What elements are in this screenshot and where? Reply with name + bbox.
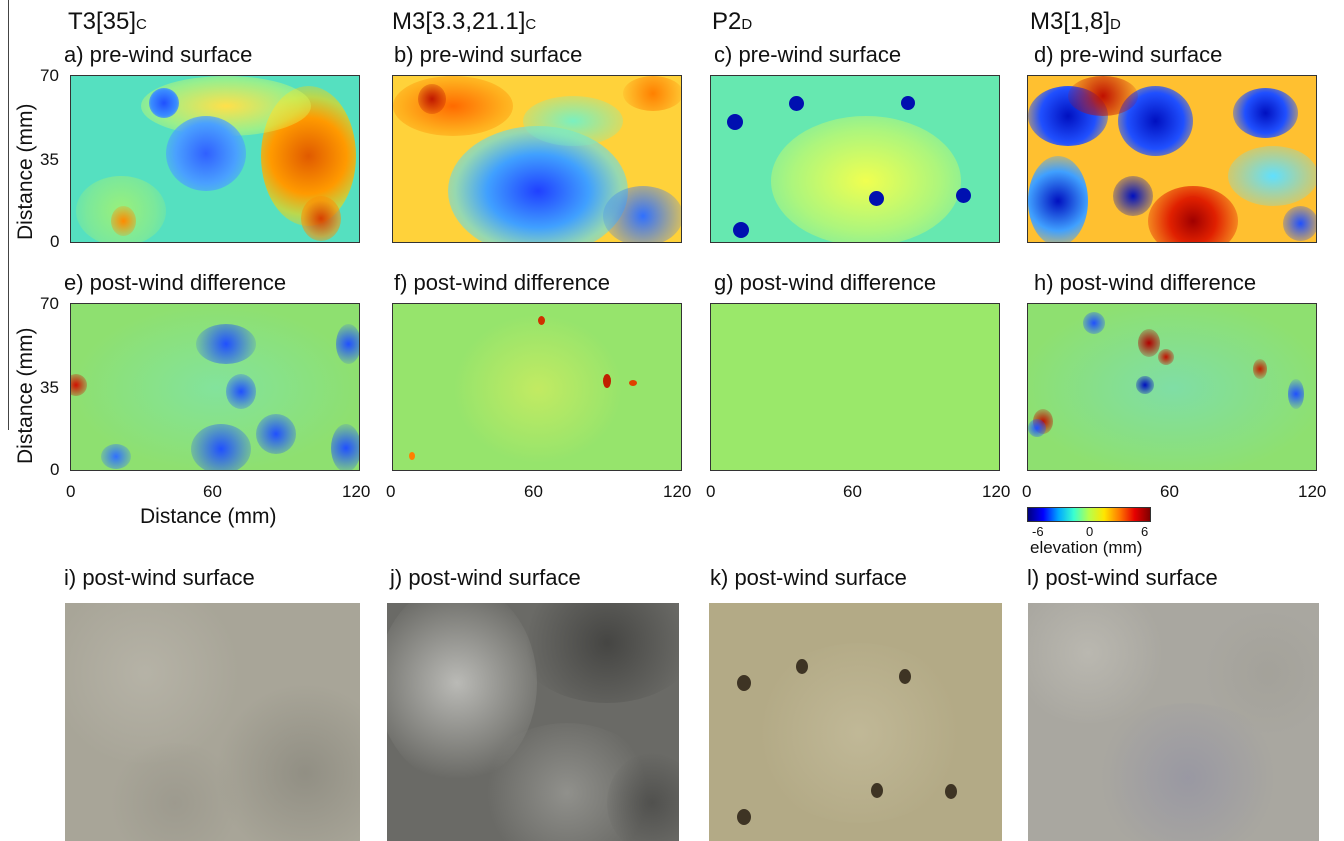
xtick-3-120: 120 — [982, 482, 1011, 501]
ytick-top-0: 0 — [50, 232, 60, 251]
map-e-post-wind-difference — [70, 303, 360, 471]
map-a-pre-wind — [70, 75, 360, 243]
panel-title-c: c) pre-wind surface — [714, 42, 902, 67]
map-b-pre-wind — [392, 75, 682, 243]
photo-k-post-wind-surface — [709, 603, 1002, 841]
column-title-4: M3[1,8]D — [1030, 8, 1121, 35]
photo-j-post-wind-surface — [387, 603, 679, 841]
panel-title-l: l) post-wind surface — [1027, 565, 1218, 590]
ytick-bottom-0: 0 — [50, 460, 60, 479]
xtick-1-0: 0 — [66, 482, 76, 501]
panel-title-a: a) pre-wind surface — [64, 42, 253, 67]
xtick-4-120: 120 — [1298, 482, 1327, 501]
photo-i-post-wind-surface — [65, 603, 360, 841]
colorbar-tick-mid: 0 — [1086, 524, 1094, 539]
ytick-bottom-70: 70 — [40, 294, 59, 313]
panel-title-g: g) post-wind difference — [714, 270, 937, 295]
column-title-3: P2D — [712, 8, 753, 35]
map-h-post-wind-difference — [1027, 303, 1317, 471]
xtick-2-60: 60 — [524, 482, 543, 501]
left-divider — [8, 0, 9, 430]
xtick-1-60: 60 — [203, 482, 222, 501]
map-d-pre-wind — [1027, 75, 1317, 243]
elevation-colorbar — [1027, 507, 1151, 522]
xtick-2-0: 0 — [386, 482, 396, 501]
panel-title-b: b) pre-wind surface — [394, 42, 583, 67]
ytick-top-35: 35 — [40, 150, 59, 169]
xtick-3-60: 60 — [843, 482, 862, 501]
xtick-4-60: 60 — [1160, 482, 1179, 501]
ytick-top-70: 70 — [40, 66, 59, 85]
ytick-bottom-35: 35 — [40, 378, 59, 397]
xtick-1-120: 120 — [342, 482, 371, 501]
panel-title-f: f) post-wind difference — [394, 270, 611, 295]
panel-title-k: k) post-wind surface — [710, 565, 907, 590]
column-title-1: T3[35]C — [68, 8, 147, 35]
xtick-2-120: 120 — [663, 482, 692, 501]
panel-title-j: j) post-wind surface — [390, 565, 581, 590]
colorbar-tick-min: -6 — [1032, 524, 1044, 539]
photo-l-post-wind-surface — [1028, 603, 1319, 841]
y-axis-label-top: Distance (mm) — [14, 103, 37, 240]
map-f-post-wind-difference — [392, 303, 682, 471]
colorbar-tick-max: 6 — [1141, 524, 1149, 539]
panel-title-i: i) post-wind surface — [64, 565, 255, 590]
xtick-3-0: 0 — [706, 482, 716, 501]
column-title-2: M3[3.3,21.1]C — [392, 8, 537, 35]
map-c-pre-wind — [710, 75, 1000, 243]
xtick-4-0: 0 — [1022, 482, 1032, 501]
x-axis-label: Distance (mm) — [140, 505, 277, 528]
y-axis-label-bottom: Distance (mm) — [14, 327, 37, 464]
panel-title-h: h) post-wind difference — [1034, 270, 1257, 295]
panel-title-d: d) pre-wind surface — [1034, 42, 1223, 67]
colorbar-label: elevation (mm) — [1030, 538, 1143, 557]
panel-title-e: e) post-wind difference — [64, 270, 287, 295]
map-g-post-wind-difference — [710, 303, 1000, 471]
